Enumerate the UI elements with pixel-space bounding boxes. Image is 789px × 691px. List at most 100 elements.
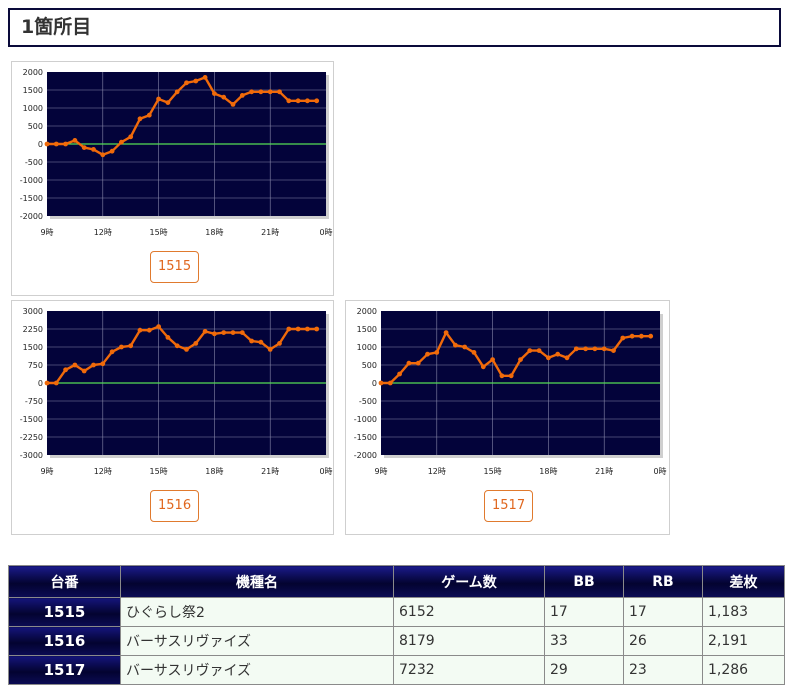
data-point — [193, 78, 199, 84]
y-tick-label: 500 — [362, 361, 377, 370]
y-tick-label: 2000 — [357, 307, 377, 316]
x-tick-label: 15時 — [150, 467, 168, 476]
y-tick-label: 1000 — [23, 104, 43, 113]
data-point — [295, 98, 301, 104]
data-point — [212, 91, 217, 96]
data-point — [601, 346, 607, 352]
data-point — [258, 89, 264, 95]
table-header-row: 台番 機種名 ゲーム数 BB RB 差枚 — [8, 565, 785, 598]
data-point — [184, 80, 189, 86]
data-point — [249, 338, 255, 344]
y-tick-label: -1500 — [20, 194, 43, 203]
cell-games: 7232 — [393, 655, 545, 685]
y-tick-label: 2000 — [23, 68, 43, 77]
y-tick-label: 1500 — [23, 343, 43, 352]
x-tick-label: 15時 — [150, 228, 168, 237]
x-tick-label: 0時 — [653, 467, 666, 476]
data-point — [193, 341, 199, 346]
cell-bb: 33 — [544, 626, 624, 656]
data-point — [230, 330, 236, 335]
x-tick-label: 18時 — [205, 228, 223, 237]
data-point — [44, 380, 50, 386]
cell-unit[interactable]: 1515 — [8, 597, 121, 627]
x-tick-label: 9時 — [374, 467, 387, 476]
unit-1515-button[interactable]: 1515 — [150, 251, 200, 283]
data-point — [629, 333, 635, 339]
y-tick-label: -500 — [359, 397, 377, 406]
x-tick-label: 9時 — [40, 228, 53, 237]
data-point — [453, 342, 458, 348]
y-tick-label: 1500 — [23, 86, 43, 95]
data-point — [221, 330, 227, 335]
cell-model: バーサスリヴァイズ — [120, 626, 394, 656]
data-point — [109, 148, 115, 154]
data-point — [490, 357, 495, 362]
y-tick-label: 1000 — [357, 343, 377, 352]
data-point — [44, 141, 50, 147]
data-point — [499, 373, 505, 379]
unit-1517-button[interactable]: 1517 — [484, 490, 534, 522]
x-tick-label: 12時 — [428, 467, 446, 476]
data-point — [546, 355, 551, 361]
data-point — [592, 346, 598, 352]
data-point — [648, 333, 654, 339]
unit-1516-button[interactable]: 1516 — [150, 490, 200, 522]
data-point — [611, 348, 616, 353]
section-title: 1箇所目 — [21, 16, 92, 38]
y-tick-label: -1000 — [20, 176, 43, 185]
cell-model: バーサスリヴァイズ — [120, 655, 394, 685]
data-point — [202, 329, 208, 334]
cell-unit[interactable]: 1516 — [8, 626, 121, 656]
data-point — [258, 339, 264, 345]
data-point — [462, 344, 468, 350]
data-point — [555, 351, 561, 357]
data-point — [128, 343, 134, 349]
data-point — [267, 347, 273, 352]
data-point — [415, 360, 421, 366]
data-point — [119, 344, 124, 350]
header-unit: 台番 — [8, 565, 121, 598]
data-point — [184, 347, 189, 352]
y-tick-label: 0 — [38, 379, 43, 388]
x-tick-label: 21時 — [261, 228, 279, 237]
y-tick-label: 1500 — [357, 325, 377, 334]
data-point — [174, 89, 180, 95]
y-tick-label: -2000 — [20, 212, 43, 221]
data-point — [81, 368, 87, 374]
y-tick-label: 3000 — [23, 307, 43, 316]
data-point — [212, 331, 217, 337]
data-point — [81, 145, 87, 150]
data-point — [165, 100, 171, 105]
cell-bb: 29 — [544, 655, 624, 685]
data-point — [286, 98, 292, 104]
y-tick-label: 500 — [28, 122, 43, 131]
data-point — [267, 89, 273, 95]
header-model: 機種名 — [120, 565, 394, 598]
data-point — [239, 330, 245, 335]
x-tick-label: 18時 — [539, 467, 557, 476]
x-tick-label: 0時 — [319, 467, 332, 476]
data-point — [425, 351, 430, 357]
y-tick-label: 0 — [38, 140, 43, 149]
data-point — [378, 380, 384, 386]
data-point — [583, 346, 588, 352]
x-tick-label: 12時 — [94, 467, 112, 476]
data-point — [471, 350, 477, 355]
data-point — [53, 380, 59, 386]
x-tick-label: 21時 — [261, 467, 279, 476]
data-point — [146, 327, 152, 333]
data-point — [314, 98, 320, 104]
data-point — [165, 335, 171, 340]
y-tick-label: 0 — [372, 379, 377, 388]
data-point — [434, 350, 440, 355]
header-bb: BB — [544, 565, 624, 598]
data-point — [202, 75, 208, 80]
data-point — [137, 327, 143, 333]
x-tick-label: 9時 — [40, 467, 53, 476]
cell-unit[interactable]: 1517 — [8, 655, 121, 685]
cell-rb: 26 — [623, 626, 703, 656]
data-point — [277, 89, 282, 95]
data-point — [480, 364, 486, 370]
data-point — [527, 348, 533, 353]
x-tick-label: 15時 — [484, 467, 502, 476]
